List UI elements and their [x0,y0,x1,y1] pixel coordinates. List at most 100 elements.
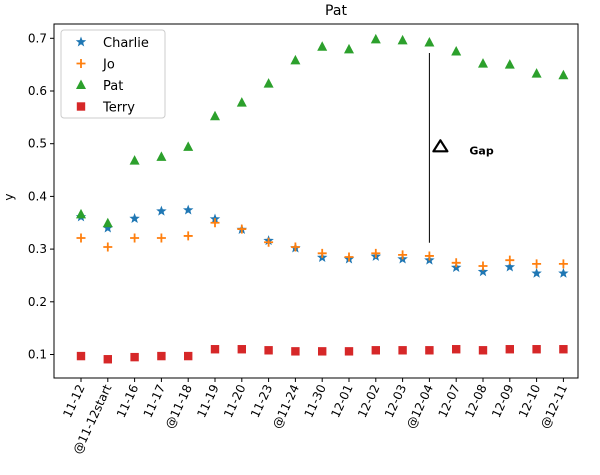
gap-marker-icon [432,139,449,153]
y-tick-label: 0.5 [28,137,47,151]
data-point [532,259,542,269]
data-point [183,231,193,241]
data-point [102,217,113,228]
x-tick-label: 11-17 [141,382,168,420]
data-point [291,347,300,356]
data-point [210,110,220,121]
x-tick-label: 11-20 [221,382,248,420]
x-tick-label: 12-07 [435,382,462,420]
legend-marker [76,59,86,68]
data-point [370,33,381,44]
data-point [371,346,380,355]
data-point [103,355,112,364]
x-tick-label: 12-09 [489,382,516,420]
data-point [531,267,542,278]
data-point [263,78,274,88]
data-point [182,204,194,215]
y-tick-label: 0.6 [28,84,47,98]
data-point [344,252,354,262]
data-point [156,205,167,216]
series-jo [76,218,568,271]
data-point [76,351,86,361]
y-tick-label: 0.7 [28,31,47,45]
legend-item-jo: Jo [76,58,115,73]
data-point [451,258,461,268]
data-point [477,266,489,277]
data-point [559,345,568,354]
data-point [478,58,488,68]
x-tick-label: 12-08 [462,382,489,420]
data-point [532,345,541,354]
data-point [451,45,462,56]
data-point [264,346,273,355]
data-point [558,259,568,269]
data-point [237,224,247,234]
data-point [318,347,327,356]
data-point [558,267,569,278]
data-point [156,151,167,161]
legend-item-pat: Pat [76,79,123,94]
data-point [424,37,435,47]
data-point [237,345,246,354]
data-point [504,261,516,272]
data-point [76,208,86,219]
y-tick-label: 0.1 [28,348,47,362]
legend-marker [75,36,87,47]
legend-label: Terry [102,101,135,116]
x-tick-label: 11-23 [248,382,275,420]
data-point [130,352,139,362]
series-pat [76,33,569,228]
legend-label: Jo [102,58,115,73]
legend-item-terry: Terry [76,101,135,116]
x-tick-label: 12-01 [328,382,355,420]
series-charlie [75,204,569,278]
x-tick-label: 11-19 [194,382,221,420]
data-point [478,346,488,355]
data-point [156,233,166,243]
series-terry [76,345,568,364]
data-point [398,250,408,260]
data-point [76,233,86,243]
legend-label: Pat [103,79,123,94]
chart-title: Pat [325,3,347,19]
legend-box [60,29,166,119]
data-point [505,255,515,265]
data-point [264,237,274,247]
data-point [478,261,488,271]
data-point [505,345,514,354]
data-point [129,213,140,223]
data-point [236,97,247,107]
data-point [398,346,407,355]
x-tick-label: 11-12 [60,382,87,420]
x-tick-label: 11-16 [114,382,141,420]
y-tick-label: 0.3 [28,242,47,256]
x-tick-label: 11-30 [301,382,328,420]
data-point [183,141,194,151]
data-point [210,345,220,354]
data-point [317,41,328,51]
data-point [210,218,220,228]
data-point [558,69,569,80]
x-tick-label: 12-03 [382,382,409,420]
legend: Charlie Jo Pat Terry [60,29,166,119]
data-point [129,155,140,165]
data-point [425,346,434,355]
data-point [157,351,166,361]
x-tick-label: 12-02 [355,382,382,420]
data-point [531,68,542,78]
annotation-label: Gap [469,144,493,157]
data-point [504,59,515,69]
data-point [452,345,461,354]
data-point [290,54,301,65]
y-axis-label: y [2,193,16,200]
data-point [424,251,434,261]
data-point [103,242,113,252]
x-tick-label: 12-10 [516,382,543,420]
legend-marker [76,102,86,111]
legend-marker [76,79,86,89]
data-point [130,233,140,243]
data-point [397,34,408,45]
data-point [344,43,354,54]
data-point [371,248,381,258]
